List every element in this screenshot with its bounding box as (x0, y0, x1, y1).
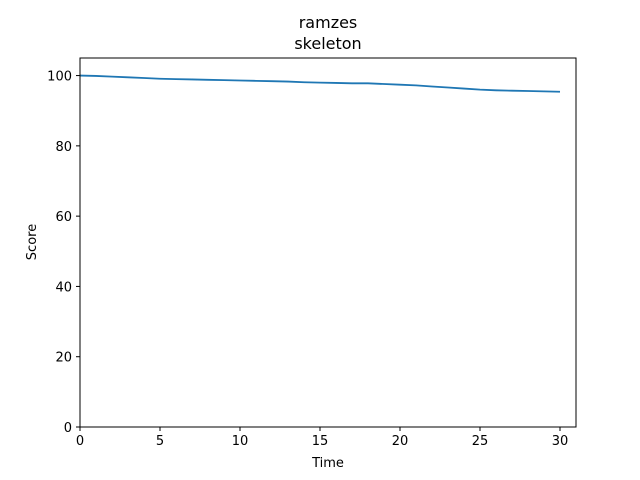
series-layer (79, 74, 561, 93)
y-axis-label: Score (25, 224, 40, 260)
x-axis-label: Time (311, 456, 344, 471)
x-tick-label: 15 (312, 434, 329, 449)
chart-subtitle: skeleton (294, 34, 361, 53)
y-tick-label: 40 (55, 280, 72, 295)
y-tick-label: 100 (47, 70, 72, 85)
x-axis-ticks: 0 5 10 15 20 25 30 (76, 427, 568, 449)
y-tick-label: 20 (55, 351, 72, 366)
y-axis-ticks: 0 20 40 60 80 100 (47, 70, 80, 436)
y-tick-label: 60 (55, 210, 72, 225)
y-tick-label: 0 (64, 421, 72, 436)
y-tick-label: 80 (55, 140, 72, 155)
x-tick-label: 20 (392, 434, 409, 449)
plot-area-frame (79, 57, 577, 428)
chart-title: ramzes (299, 13, 358, 32)
x-tick-label: 5 (156, 434, 164, 449)
series-line (79, 74, 561, 93)
x-tick-label: 10 (232, 434, 249, 449)
x-tick-label: 30 (552, 434, 569, 449)
x-tick-label: 0 (76, 434, 84, 449)
x-tick-label: 25 (472, 434, 489, 449)
